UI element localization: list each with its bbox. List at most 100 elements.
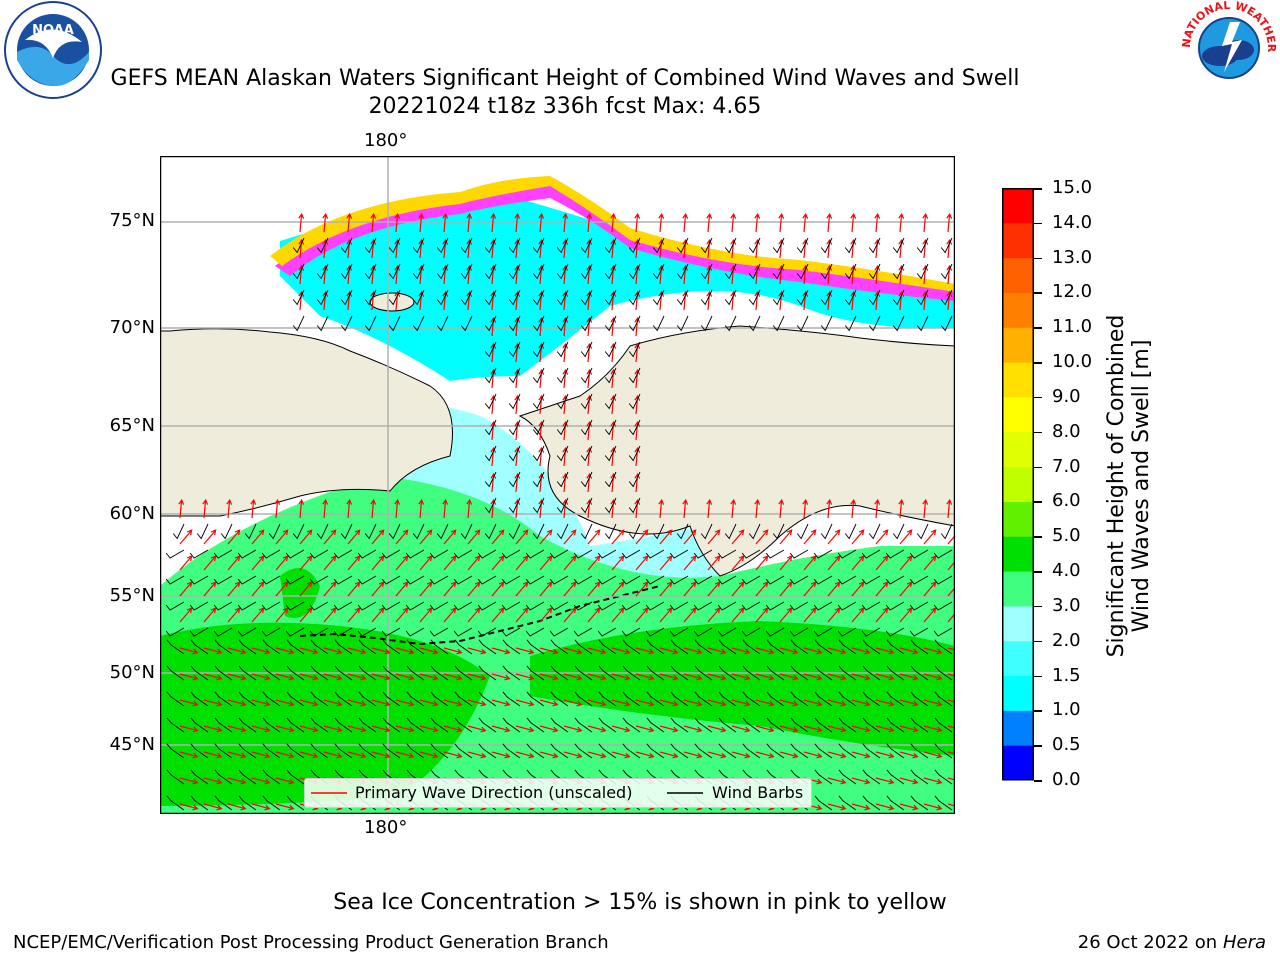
wind-barb — [508, 471, 521, 488]
wind-barb — [748, 523, 761, 540]
wind-barb — [580, 393, 593, 410]
wave-arrow-head — [898, 238, 905, 245]
wave-arrow — [443, 751, 462, 758]
wave-arrow — [779, 725, 798, 732]
wind-barb — [214, 639, 233, 655]
wind-barb — [309, 549, 329, 559]
wave-arrow-head — [658, 212, 665, 219]
wave-arrow — [731, 555, 745, 571]
wave-arrow — [371, 555, 385, 571]
wave-arrow — [827, 607, 841, 623]
wave-arrow-head — [490, 446, 497, 453]
wave-arrow-head — [288, 674, 295, 681]
wave-arrow-head — [610, 212, 617, 219]
wave-arrow-head — [450, 607, 457, 614]
wave-arrow-head — [216, 804, 223, 811]
wave-arrow-head — [690, 607, 697, 614]
wave-arrow — [875, 777, 894, 784]
wave-arrow-head — [738, 555, 745, 562]
wind-barb — [525, 601, 545, 611]
wave-arrow — [419, 647, 438, 654]
wind-barb — [885, 575, 905, 585]
wave-arrow-head — [552, 700, 559, 707]
wave-arrow-head — [850, 264, 857, 271]
wind-barb — [453, 575, 473, 585]
wave-arrow — [851, 777, 870, 784]
wind-barb — [484, 367, 497, 384]
wave-arrow — [827, 529, 841, 545]
wave-arrow-head — [360, 674, 367, 681]
wave-arrow-head — [600, 700, 607, 707]
wind-barb — [748, 289, 761, 306]
wind-barb — [477, 601, 497, 611]
wind-barb — [885, 549, 905, 559]
wave-arrow-head — [586, 316, 593, 323]
wind-barb — [861, 575, 881, 585]
wave-arrow-head — [562, 290, 569, 297]
wave-arrow-head — [840, 674, 847, 681]
wave-arrow — [827, 751, 846, 758]
wave-arrow — [731, 699, 750, 706]
wind-barb — [694, 717, 713, 733]
wind-barb — [238, 665, 257, 681]
wind-barb — [388, 523, 401, 540]
wind-barb — [292, 237, 305, 254]
colorbar-bin — [1002, 327, 1034, 363]
wind-barb — [309, 575, 329, 585]
wave-arrow-head — [610, 472, 617, 479]
wind-barb — [388, 263, 401, 280]
wave-arrow-head — [682, 212, 689, 219]
wave-arrow-head — [672, 648, 679, 655]
wave-arrow-head — [754, 290, 761, 297]
wave-arrow — [707, 607, 721, 623]
wave-arrow-head — [696, 674, 703, 681]
wave-arrow-head — [298, 238, 305, 245]
colorbar-tick-label: 0.0 — [1052, 769, 1081, 790]
wave-arrow-head — [370, 238, 377, 245]
wave-arrow-head — [834, 555, 841, 562]
wind-barb — [796, 523, 809, 540]
wind-barb — [574, 717, 593, 733]
colorbar-tick-label: 6.0 — [1052, 490, 1081, 512]
wave-arrow — [827, 725, 846, 732]
wave-arrow — [371, 751, 390, 758]
wind-barb — [262, 769, 281, 785]
wind-barb — [549, 627, 569, 637]
wind-barb — [844, 237, 857, 254]
wave-arrow-head — [642, 607, 649, 614]
wave-arrow-head — [216, 778, 223, 785]
wind-barb — [742, 691, 761, 707]
wind-barb — [622, 717, 641, 733]
wave-arrow-head — [738, 529, 745, 536]
wave-arrow-head — [898, 498, 905, 505]
wind-barb — [772, 523, 785, 540]
wave-arrow-head — [634, 446, 641, 453]
wave-arrow-head — [216, 752, 223, 759]
wind-barb — [940, 523, 953, 540]
wave-arrow-head — [858, 555, 865, 562]
wave-arrow-head — [634, 290, 641, 297]
wind-barb — [604, 471, 617, 488]
wave-arrow-head — [514, 290, 521, 297]
wind-barb — [694, 743, 713, 759]
wind-barb — [796, 315, 809, 332]
wind-barb — [237, 549, 257, 559]
wave-arrow-head — [514, 472, 521, 479]
wave-arrow-head — [586, 264, 593, 271]
colorbar-tick-mark — [1034, 362, 1042, 364]
wave-arrow-head — [930, 555, 937, 562]
wind-barb — [580, 497, 593, 514]
wave-arrow — [323, 214, 327, 233]
wave-arrow-head — [594, 607, 601, 614]
wave-arrow — [635, 607, 649, 623]
wave-arrow-head — [522, 555, 529, 562]
wave-arrow — [947, 777, 955, 781]
wave-arrow — [563, 725, 582, 732]
wave-arrow-head — [778, 290, 785, 297]
wave-arrow — [875, 699, 894, 706]
wave-arrow — [707, 555, 721, 571]
wave-arrow — [203, 699, 222, 706]
wave-arrow — [419, 725, 438, 732]
wave-arrow-head — [840, 778, 847, 785]
wind-barb — [238, 691, 257, 707]
